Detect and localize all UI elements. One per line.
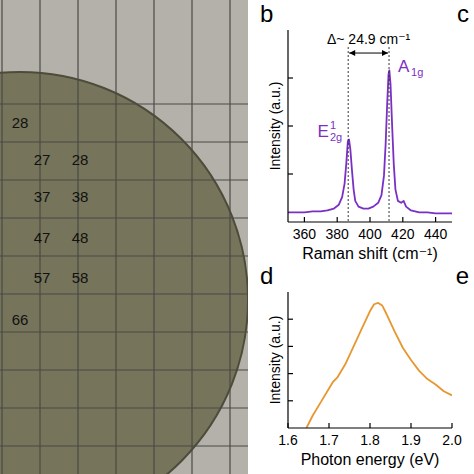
- spectrum-line: [288, 70, 452, 213]
- x-tick: [402, 217, 403, 222]
- photo-grid: [153, 0, 154, 474]
- x-tick-label: 380: [326, 226, 350, 242]
- x-axis-title: Raman shift (cm⁻¹): [302, 245, 438, 262]
- arrow-head: [349, 50, 355, 56]
- photo-grid: [0, 293, 248, 294]
- photo-grid: [115, 0, 116, 474]
- x-axis-title: Photon energy (eV): [301, 451, 440, 468]
- wafer-label: 38: [72, 188, 89, 205]
- delta-label: Δ~ 24.9 cm⁻¹: [327, 31, 411, 47]
- peak-label-sub: 1g: [411, 66, 423, 78]
- peak-guide: [389, 47, 390, 222]
- x-tick: [369, 217, 370, 222]
- x-tick: [451, 423, 452, 428]
- wafer-label: 28: [72, 151, 89, 168]
- wafer-label: 57: [34, 269, 51, 286]
- x-tick: [304, 217, 305, 222]
- wafer-label: 58: [72, 269, 89, 286]
- peak-label: E12g: [318, 119, 343, 143]
- plot-area: [288, 70, 452, 213]
- y-axis: [287, 292, 288, 428]
- y-axis-title: Intensity (a.u.): [267, 82, 283, 171]
- y-tick: [288, 346, 293, 347]
- chart-b: 360 380 400 420 440 Raman shift (cm⁻¹) Intensi…: [267, 30, 452, 262]
- x-tick-label: 440: [424, 226, 448, 242]
- x-tick: [337, 217, 338, 222]
- y-axis-title: Intensity (a.u.): [267, 316, 283, 405]
- x-tick: [369, 423, 370, 428]
- peak-label: A1g: [398, 57, 423, 78]
- wafer-label: 48: [72, 229, 89, 246]
- figure: 28 27 28 37 38 47 48 57 58 66 360 380 400 420 440 Raman…: [0, 0, 474, 474]
- x-tick: [410, 423, 411, 428]
- panel-letter: c: [457, 0, 469, 27]
- photo-grid: [191, 0, 192, 474]
- wafer-label: 66: [12, 311, 29, 328]
- x-tick-label: 400: [358, 226, 382, 242]
- y-tick: [288, 373, 293, 374]
- photo-grid: [0, 407, 248, 408]
- peak-label-main: A: [398, 57, 410, 76]
- photo-grid: [0, 217, 248, 218]
- chart-d: 1.6 1.7 1.8 1.9 2.0Photon energy (eV) Intensi…: [267, 292, 462, 468]
- photo-grid: [0, 331, 248, 332]
- photo-grid: [0, 369, 248, 370]
- x-tick: [435, 217, 436, 222]
- x-tick: [328, 423, 329, 428]
- wafer: [0, 72, 248, 474]
- photo-grid: [0, 141, 248, 142]
- spectrum-line: [306, 303, 452, 428]
- x-tick: [287, 423, 288, 428]
- plot-area: [306, 303, 452, 428]
- photo-grid: [0, 255, 248, 256]
- wafer-label: 47: [34, 229, 51, 246]
- x-tick-label: 1.8: [360, 432, 380, 448]
- x-tick-label: 1.7: [319, 432, 339, 448]
- arrow-head: [382, 50, 388, 56]
- wafer-label: 27: [34, 151, 51, 168]
- panel-letter: e: [456, 262, 469, 289]
- peak-label-sub: 2g: [330, 131, 342, 143]
- y-tick: [288, 173, 293, 174]
- wafer-edge: [0, 72, 248, 474]
- x-tick-label: 2.0: [442, 432, 462, 448]
- photo-grid: [229, 0, 230, 474]
- photo-grid: [0, 445, 248, 446]
- photo-grid: [1, 0, 2, 474]
- y-tick: [288, 125, 293, 126]
- photo-grid: [0, 103, 248, 104]
- y-tick: [288, 319, 293, 320]
- peak-label-main: E: [318, 122, 329, 141]
- x-tick-label: 1.9: [401, 432, 421, 448]
- photo: 28 27 28 37 38 47 48 57 58 66: [0, 0, 248, 474]
- peak-label-sup: 1: [330, 119, 336, 131]
- panel-letter: b: [260, 0, 273, 27]
- delta-annotation: Δ~ 24.9 cm⁻¹: [327, 31, 411, 222]
- y-tick: [288, 400, 293, 401]
- wafer-label: 28: [12, 114, 29, 131]
- x-tick-label: 1.6: [278, 432, 298, 448]
- peak-guide: [348, 47, 349, 222]
- y-tick: [288, 77, 293, 78]
- x-tick-label: 420: [391, 226, 415, 242]
- panel-letter: d: [260, 262, 273, 289]
- photo-grid: [0, 179, 248, 180]
- wafer-label: 37: [34, 188, 51, 205]
- x-tick-label: 360: [293, 226, 317, 242]
